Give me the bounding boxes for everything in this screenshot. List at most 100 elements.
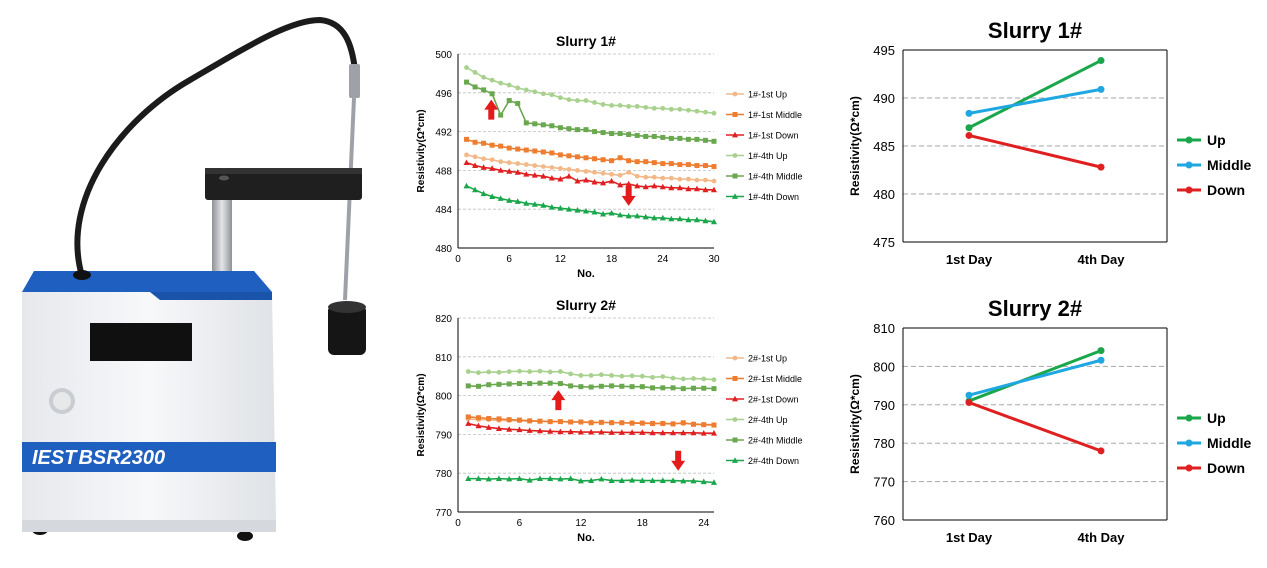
y-tick-label: 810 xyxy=(435,353,452,364)
data-point xyxy=(548,174,555,181)
data-point xyxy=(670,385,676,391)
data-point xyxy=(691,385,697,391)
data-point xyxy=(557,125,563,131)
legend-label: Middle xyxy=(1207,157,1252,173)
y-tick-label: 760 xyxy=(873,513,895,528)
data-point xyxy=(629,429,636,435)
data-point xyxy=(668,161,674,167)
data-point xyxy=(693,216,700,223)
series-line xyxy=(466,161,714,191)
data-point xyxy=(634,182,641,189)
data-point xyxy=(532,148,538,154)
red-up-arrow-shape xyxy=(484,99,499,120)
data-point xyxy=(566,126,572,132)
data-point xyxy=(660,421,666,427)
data-point xyxy=(617,172,623,178)
y-tick-label: 496 xyxy=(435,89,452,100)
data-point xyxy=(574,154,580,160)
data-point xyxy=(592,100,597,105)
data-point xyxy=(583,207,589,214)
red-down-arrow xyxy=(621,185,636,206)
data-point xyxy=(558,369,563,374)
data-point xyxy=(690,477,697,484)
y-tick-label: 484 xyxy=(435,205,452,216)
data-point xyxy=(700,478,707,485)
data-point xyxy=(676,215,683,222)
data-point xyxy=(670,375,676,381)
stand-pillar xyxy=(212,200,232,280)
data-point xyxy=(472,70,478,75)
data-point xyxy=(506,197,513,203)
data-point xyxy=(536,427,543,434)
y-axis-label: Resistivity(Ω*cm) xyxy=(416,373,427,456)
data-point xyxy=(548,204,555,210)
data-point xyxy=(516,426,523,433)
data-point xyxy=(649,477,656,483)
data-point xyxy=(659,429,666,436)
y-tick-label: 770 xyxy=(435,508,452,519)
y-tick-label: 480 xyxy=(435,244,452,255)
data-point xyxy=(565,206,572,212)
legend-label: Down xyxy=(1207,182,1245,198)
data-point xyxy=(495,425,502,431)
data-point xyxy=(643,104,649,110)
data-point xyxy=(578,419,584,425)
legend-label: 1#-4th Middle xyxy=(748,172,803,182)
x-tick-label: 12 xyxy=(555,254,567,265)
red-up-arrow-shape xyxy=(551,390,566,411)
data-point xyxy=(516,381,522,387)
x-tick-label: 24 xyxy=(698,518,710,529)
y-tick-label: 820 xyxy=(435,314,452,325)
data-point xyxy=(523,200,530,206)
data-point xyxy=(540,122,546,128)
data-point xyxy=(711,386,717,392)
x-tick-label: 6 xyxy=(517,518,523,529)
device-top-band xyxy=(22,271,272,292)
data-point xyxy=(643,159,649,165)
data-point xyxy=(701,422,707,428)
data-point xyxy=(965,391,973,399)
data-point xyxy=(532,163,538,168)
x-tick-label: 0 xyxy=(455,518,461,529)
chart-title: Slurry 2# xyxy=(556,297,616,313)
data-point xyxy=(485,475,492,482)
legend-label: 2#-4th Up xyxy=(748,415,788,425)
data-point xyxy=(465,383,471,389)
bsr2300-device-illustration: IEST BSR2300 xyxy=(0,0,400,563)
data-point xyxy=(540,164,546,169)
data-point xyxy=(465,475,472,482)
y-tick-label: 780 xyxy=(435,469,452,480)
data-point xyxy=(702,217,709,224)
data-point xyxy=(565,173,572,179)
series-1 xyxy=(464,136,717,170)
data-point xyxy=(583,155,589,161)
data-point xyxy=(677,162,683,168)
data-point xyxy=(660,175,666,181)
data-point xyxy=(639,373,645,379)
slurry2-day-chart-svg: Slurry 2# 760 770 780 790 800 810 1st Day 4th Da… xyxy=(848,296,1252,545)
data-point xyxy=(651,174,657,180)
red-down-arrow-shape xyxy=(621,185,636,206)
data-point xyxy=(531,172,538,178)
data-point xyxy=(549,123,555,129)
data-point xyxy=(557,175,564,182)
data-point xyxy=(600,102,606,107)
data-point xyxy=(464,136,470,142)
legend-label: 1#-4th Down xyxy=(748,192,799,202)
data-point xyxy=(691,421,697,427)
data-point xyxy=(685,162,691,168)
series-1 xyxy=(465,414,717,428)
slurry2-line-chart-svg: Slurry 2# 770 780 790 800 810 820 0 6 12 18 24 No. Re… xyxy=(416,297,803,544)
data-point xyxy=(523,162,529,167)
series-5 xyxy=(463,182,717,225)
data-point xyxy=(668,135,674,141)
data-point xyxy=(618,429,625,435)
data-point xyxy=(668,215,675,222)
data-point xyxy=(547,369,553,375)
data-point xyxy=(526,476,533,483)
data-point xyxy=(588,420,594,426)
data-point xyxy=(578,373,584,378)
data-point xyxy=(634,132,640,138)
data-point xyxy=(536,475,543,482)
data-point xyxy=(680,477,687,484)
